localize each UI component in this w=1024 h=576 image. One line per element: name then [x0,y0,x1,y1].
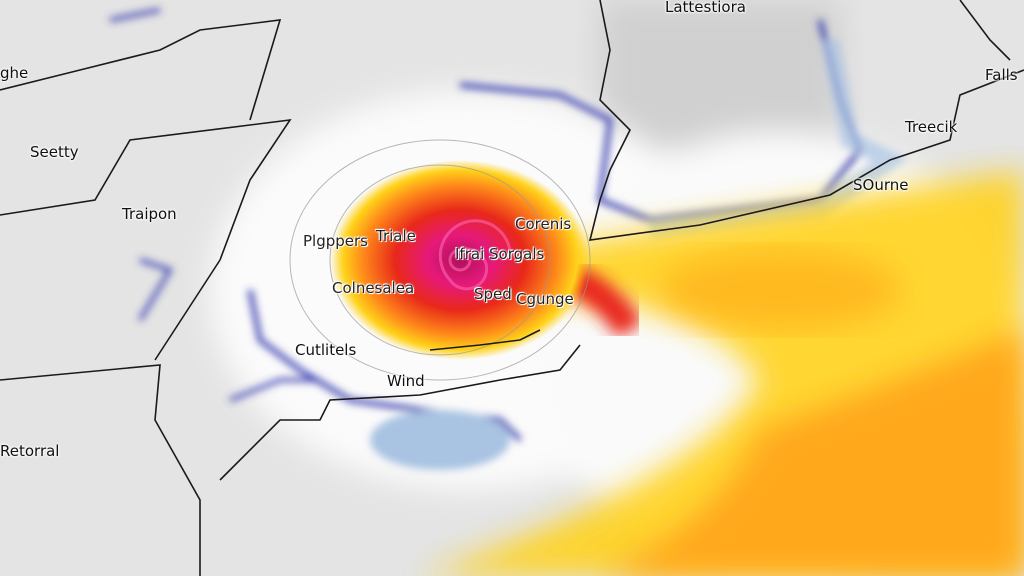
map-label: Treecik [905,118,958,136]
map-label: Seetty [30,143,79,161]
map-label: Retorral [0,442,60,460]
storm-label: Ifrai Sorgals [455,245,545,263]
storm-spiral [438,219,512,291]
storm-label: Cgunge [516,290,574,308]
map-label: Cutlitels [295,341,357,359]
isobars [289,139,591,381]
map-label: SOurne [853,176,909,194]
map-label: Lattestiora [665,0,746,16]
storm-core [330,160,590,360]
map-label: Wind [387,372,425,390]
storm-label: Sped [474,285,512,303]
map-label: ghe [0,64,29,82]
storm-label: Corenis [515,215,572,233]
map-label: Traipon [122,205,177,223]
map-label: Falls [985,66,1018,84]
storm-label: Colnesalea [332,279,415,297]
storm-label: Plgppers [303,232,368,250]
storm-label: Triale [376,227,416,245]
